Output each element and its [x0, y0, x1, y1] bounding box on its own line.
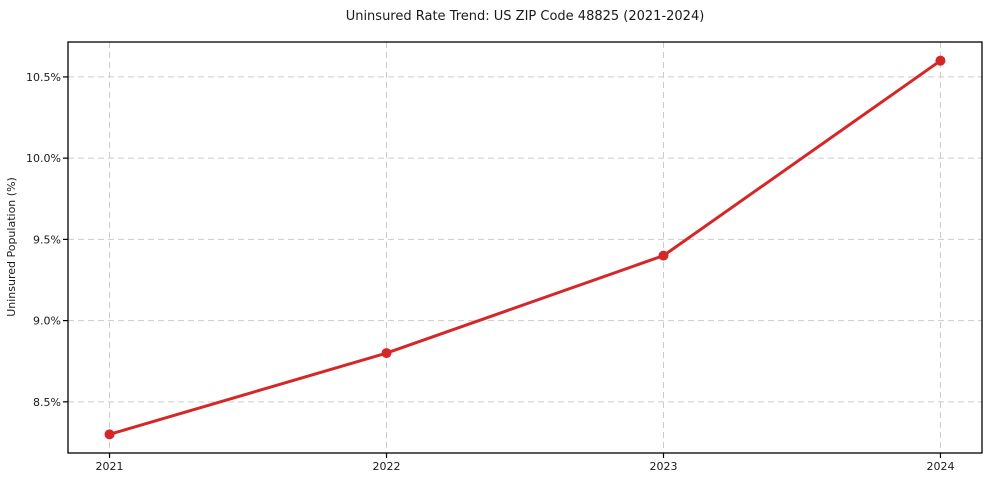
data-point: [658, 250, 669, 261]
x-tick-label: 2024: [926, 460, 954, 473]
y-tick-label: 8.5%: [33, 396, 61, 409]
y-tick-label: 9.5%: [33, 233, 61, 246]
trend-line: [108, 59, 942, 436]
grid-layer: [68, 42, 982, 453]
chart-title: Uninsured Rate Trend: US ZIP Code 48825 …: [346, 9, 705, 24]
data-point: [381, 348, 392, 359]
plot-border: [67, 41, 983, 454]
data-point: [104, 429, 115, 440]
x-tick-label: 2021: [96, 460, 124, 473]
y-axis-label: Uninsured Population (%): [5, 177, 18, 317]
axis-layer: 2021 2022 2023 2024 8.5% 9.0% 9.5% 10.0% 10.5%: [26, 41, 983, 473]
x-tick-label: 2023: [649, 460, 677, 473]
data-point: [935, 55, 946, 66]
x-tick-label: 2022: [373, 460, 401, 473]
y-tick-label: 10.0%: [26, 152, 61, 165]
y-tick-label: 9.0%: [33, 315, 61, 328]
series-layer: [104, 55, 946, 440]
y-tick-label: 10.5%: [26, 71, 61, 84]
